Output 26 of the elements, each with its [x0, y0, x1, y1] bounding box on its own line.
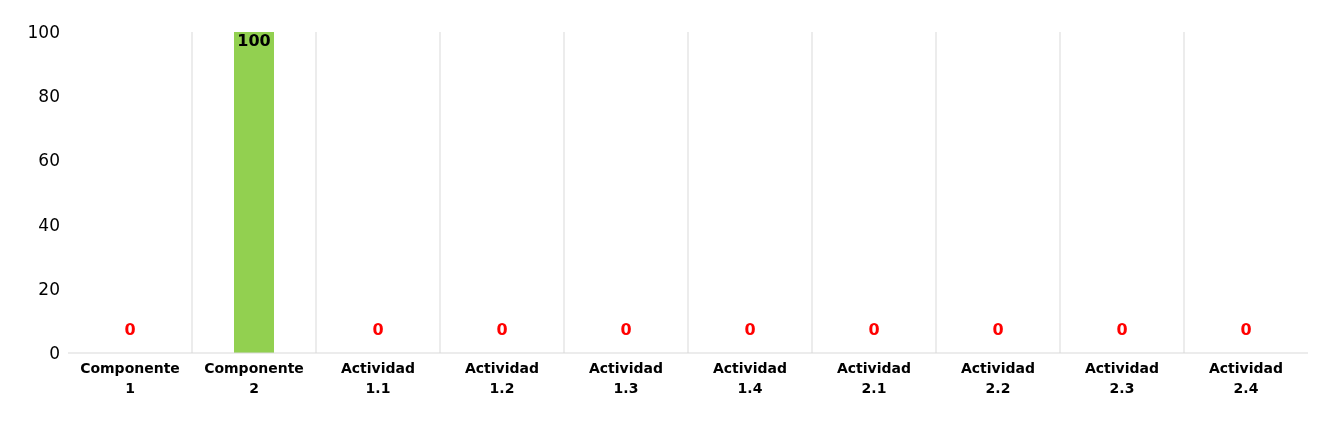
data-label: 0: [372, 320, 384, 339]
x-tick-label: Actividad 2.1: [836, 360, 912, 396]
y-tick-label: 60: [38, 150, 60, 171]
y-tick-label: 80: [38, 86, 60, 107]
data-label: 0: [1240, 320, 1252, 339]
y-tick-label: 100: [27, 22, 60, 43]
x-tick-label: Actividad 2.3: [1084, 360, 1160, 396]
data-label: 0: [992, 320, 1004, 339]
y-tick-label: 20: [38, 278, 60, 299]
x-tick-label: Componente 1: [80, 360, 180, 396]
y-tick-label: 40: [38, 214, 60, 235]
data-label: 0: [620, 320, 632, 339]
x-tick-label: Componente 2: [204, 360, 304, 396]
data-label: 0: [868, 320, 880, 339]
x-tick-label: Actividad 1.4: [712, 360, 788, 396]
data-label: 0: [744, 320, 756, 339]
x-tick-label: Actividad 1.2: [464, 360, 540, 396]
data-label: 100: [237, 31, 271, 50]
x-tick-label: Actividad 1.1: [340, 360, 416, 396]
data-label: 0: [124, 320, 136, 339]
data-label: 0: [496, 320, 508, 339]
x-tick-label: Actividad 2.4: [1208, 360, 1284, 396]
x-tick-label: Actividad 2.2: [960, 360, 1036, 396]
y-tick-label: 0: [49, 343, 60, 364]
data-label: 0: [1116, 320, 1128, 339]
x-tick-label: Actividad 1.3: [588, 360, 664, 396]
